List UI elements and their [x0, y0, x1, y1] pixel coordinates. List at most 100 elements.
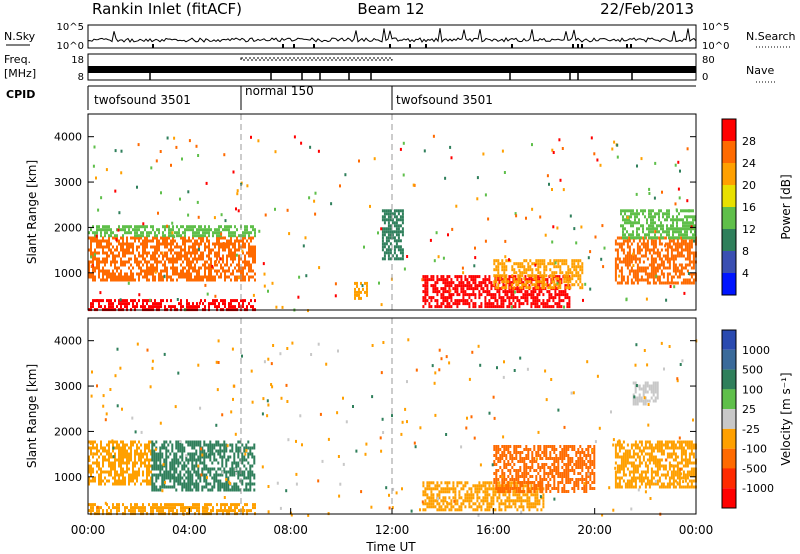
- heatmap-cell: [136, 503, 138, 507]
- heatmap-cell: [194, 275, 196, 279]
- heatmap-cell: [134, 225, 136, 229]
- heatmap-cell: [448, 305, 451, 309]
- heatmap-cell: [557, 286, 560, 290]
- heatmap-cell: [173, 235, 176, 239]
- heatmap-cell: [196, 248, 198, 252]
- heatmap-cell: [502, 290, 505, 294]
- heatmap-cell: [535, 451, 538, 454]
- heatmap-cell: [684, 248, 687, 252]
- heatmap-cell: [632, 230, 634, 234]
- heatmap-cell: [184, 239, 186, 243]
- heatmap-cell: [553, 445, 556, 448]
- heatmap-cell: [152, 503, 154, 507]
- heatmap-cell: [497, 469, 500, 472]
- colorbar-swatch: [722, 229, 736, 251]
- heatmap-cell: [116, 245, 118, 249]
- heatmap-cell: [660, 263, 663, 267]
- heatmap-cell: [688, 221, 690, 225]
- heatmap-cell: [548, 182, 550, 186]
- heatmap-cell: [358, 290, 360, 294]
- heatmap-cell: [230, 302, 232, 306]
- heatmap-cell: [652, 242, 655, 246]
- heatmap-cell: [253, 482, 256, 486]
- heatmap-cell: [200, 234, 202, 238]
- heatmap-cell: [636, 266, 639, 270]
- heatmap-cell: [434, 299, 437, 303]
- heatmap-cell: [545, 445, 548, 448]
- heatmap-cell: [524, 499, 527, 503]
- heatmap-cell: [668, 236, 670, 240]
- heatmap-cell: [146, 446, 148, 450]
- heatmap-cell: [666, 209, 668, 213]
- heatmap-cell: [454, 299, 457, 303]
- heatmap-cell: [208, 278, 210, 282]
- heatmap-cell: [460, 299, 463, 303]
- heatmap-cell: [507, 490, 510, 493]
- heatmap-cell: [614, 266, 617, 270]
- heatmap-cell: [523, 469, 526, 472]
- heatmap-cell: [660, 224, 662, 228]
- heatmap-cell: [508, 502, 511, 506]
- heatmap-cell: [495, 487, 498, 490]
- heatmap-cell: [159, 485, 162, 489]
- heatmap-cell: [503, 262, 506, 266]
- heatmap-cell: [575, 451, 578, 454]
- heatmap-cell: [184, 254, 186, 258]
- heatmap-cell: [387, 236, 390, 240]
- heatmap-cell: [536, 302, 539, 306]
- heatmap-cell: [124, 461, 126, 465]
- heatmap-cell: [579, 286, 582, 290]
- heatmap-cell: [171, 443, 174, 447]
- heatmap-cell: [566, 302, 569, 306]
- heatmap-cell: [90, 236, 92, 240]
- heatmap-cell: [209, 482, 212, 486]
- heatmap-cell: [184, 248, 186, 252]
- heatmap-cell: [567, 472, 570, 475]
- heatmap-cell: [116, 443, 118, 447]
- heatmap-cell: [526, 278, 529, 282]
- heatmap-cell: [186, 272, 188, 276]
- heatmap-cell: [626, 278, 629, 282]
- heatmap-cell: [520, 296, 523, 300]
- nave-right-tick-top: 80: [702, 55, 715, 66]
- heatmap-cell: [666, 275, 669, 279]
- heatmap-cell: [253, 461, 256, 465]
- heatmap-cell: [541, 451, 544, 454]
- heatmap-cell: [237, 452, 240, 456]
- heatmap-cell: [252, 269, 254, 273]
- heatmap-cell: [624, 239, 627, 243]
- heatmap-cell: [181, 467, 184, 471]
- heatmap-cell: [522, 505, 525, 509]
- heatmap-cell: [110, 242, 112, 246]
- heatmap-cell: [511, 457, 514, 460]
- heatmap-cell: [175, 479, 178, 483]
- heatmap-cell: [514, 499, 517, 503]
- heatmap-cell: [464, 278, 467, 282]
- heatmap-cell: [225, 464, 228, 468]
- heatmap-cell: [195, 458, 198, 462]
- heatmap-cell: [524, 296, 527, 300]
- heatmap-cell: [397, 233, 400, 237]
- heatmap-cell: [160, 299, 162, 303]
- heatmap-cell: [690, 242, 693, 246]
- heatmap-cell: [230, 239, 232, 243]
- heatmap-cell: [214, 245, 216, 249]
- heatmap-cell: [495, 484, 498, 487]
- heatmap-cell: [628, 239, 631, 243]
- heatmap-cell: [92, 455, 94, 459]
- heatmap-cell: [682, 242, 685, 246]
- heatmap-cell: [156, 260, 158, 264]
- heatmap-cell: [642, 260, 645, 264]
- heatmap-cell: [146, 242, 148, 246]
- heatmap-cell: [209, 440, 212, 444]
- heatmap-cell: [676, 251, 679, 255]
- heatmap-cell: [391, 233, 394, 237]
- heatmap-cell: [124, 470, 126, 474]
- heatmap-cell: [620, 212, 622, 216]
- heatmap-cell: [152, 269, 154, 273]
- heatmap-cell: [230, 248, 232, 252]
- heatmap-cell: [561, 466, 564, 469]
- heatmap-cell: [670, 257, 673, 261]
- heatmap-cell: [366, 287, 368, 291]
- heatmap-cell: [257, 139, 260, 143]
